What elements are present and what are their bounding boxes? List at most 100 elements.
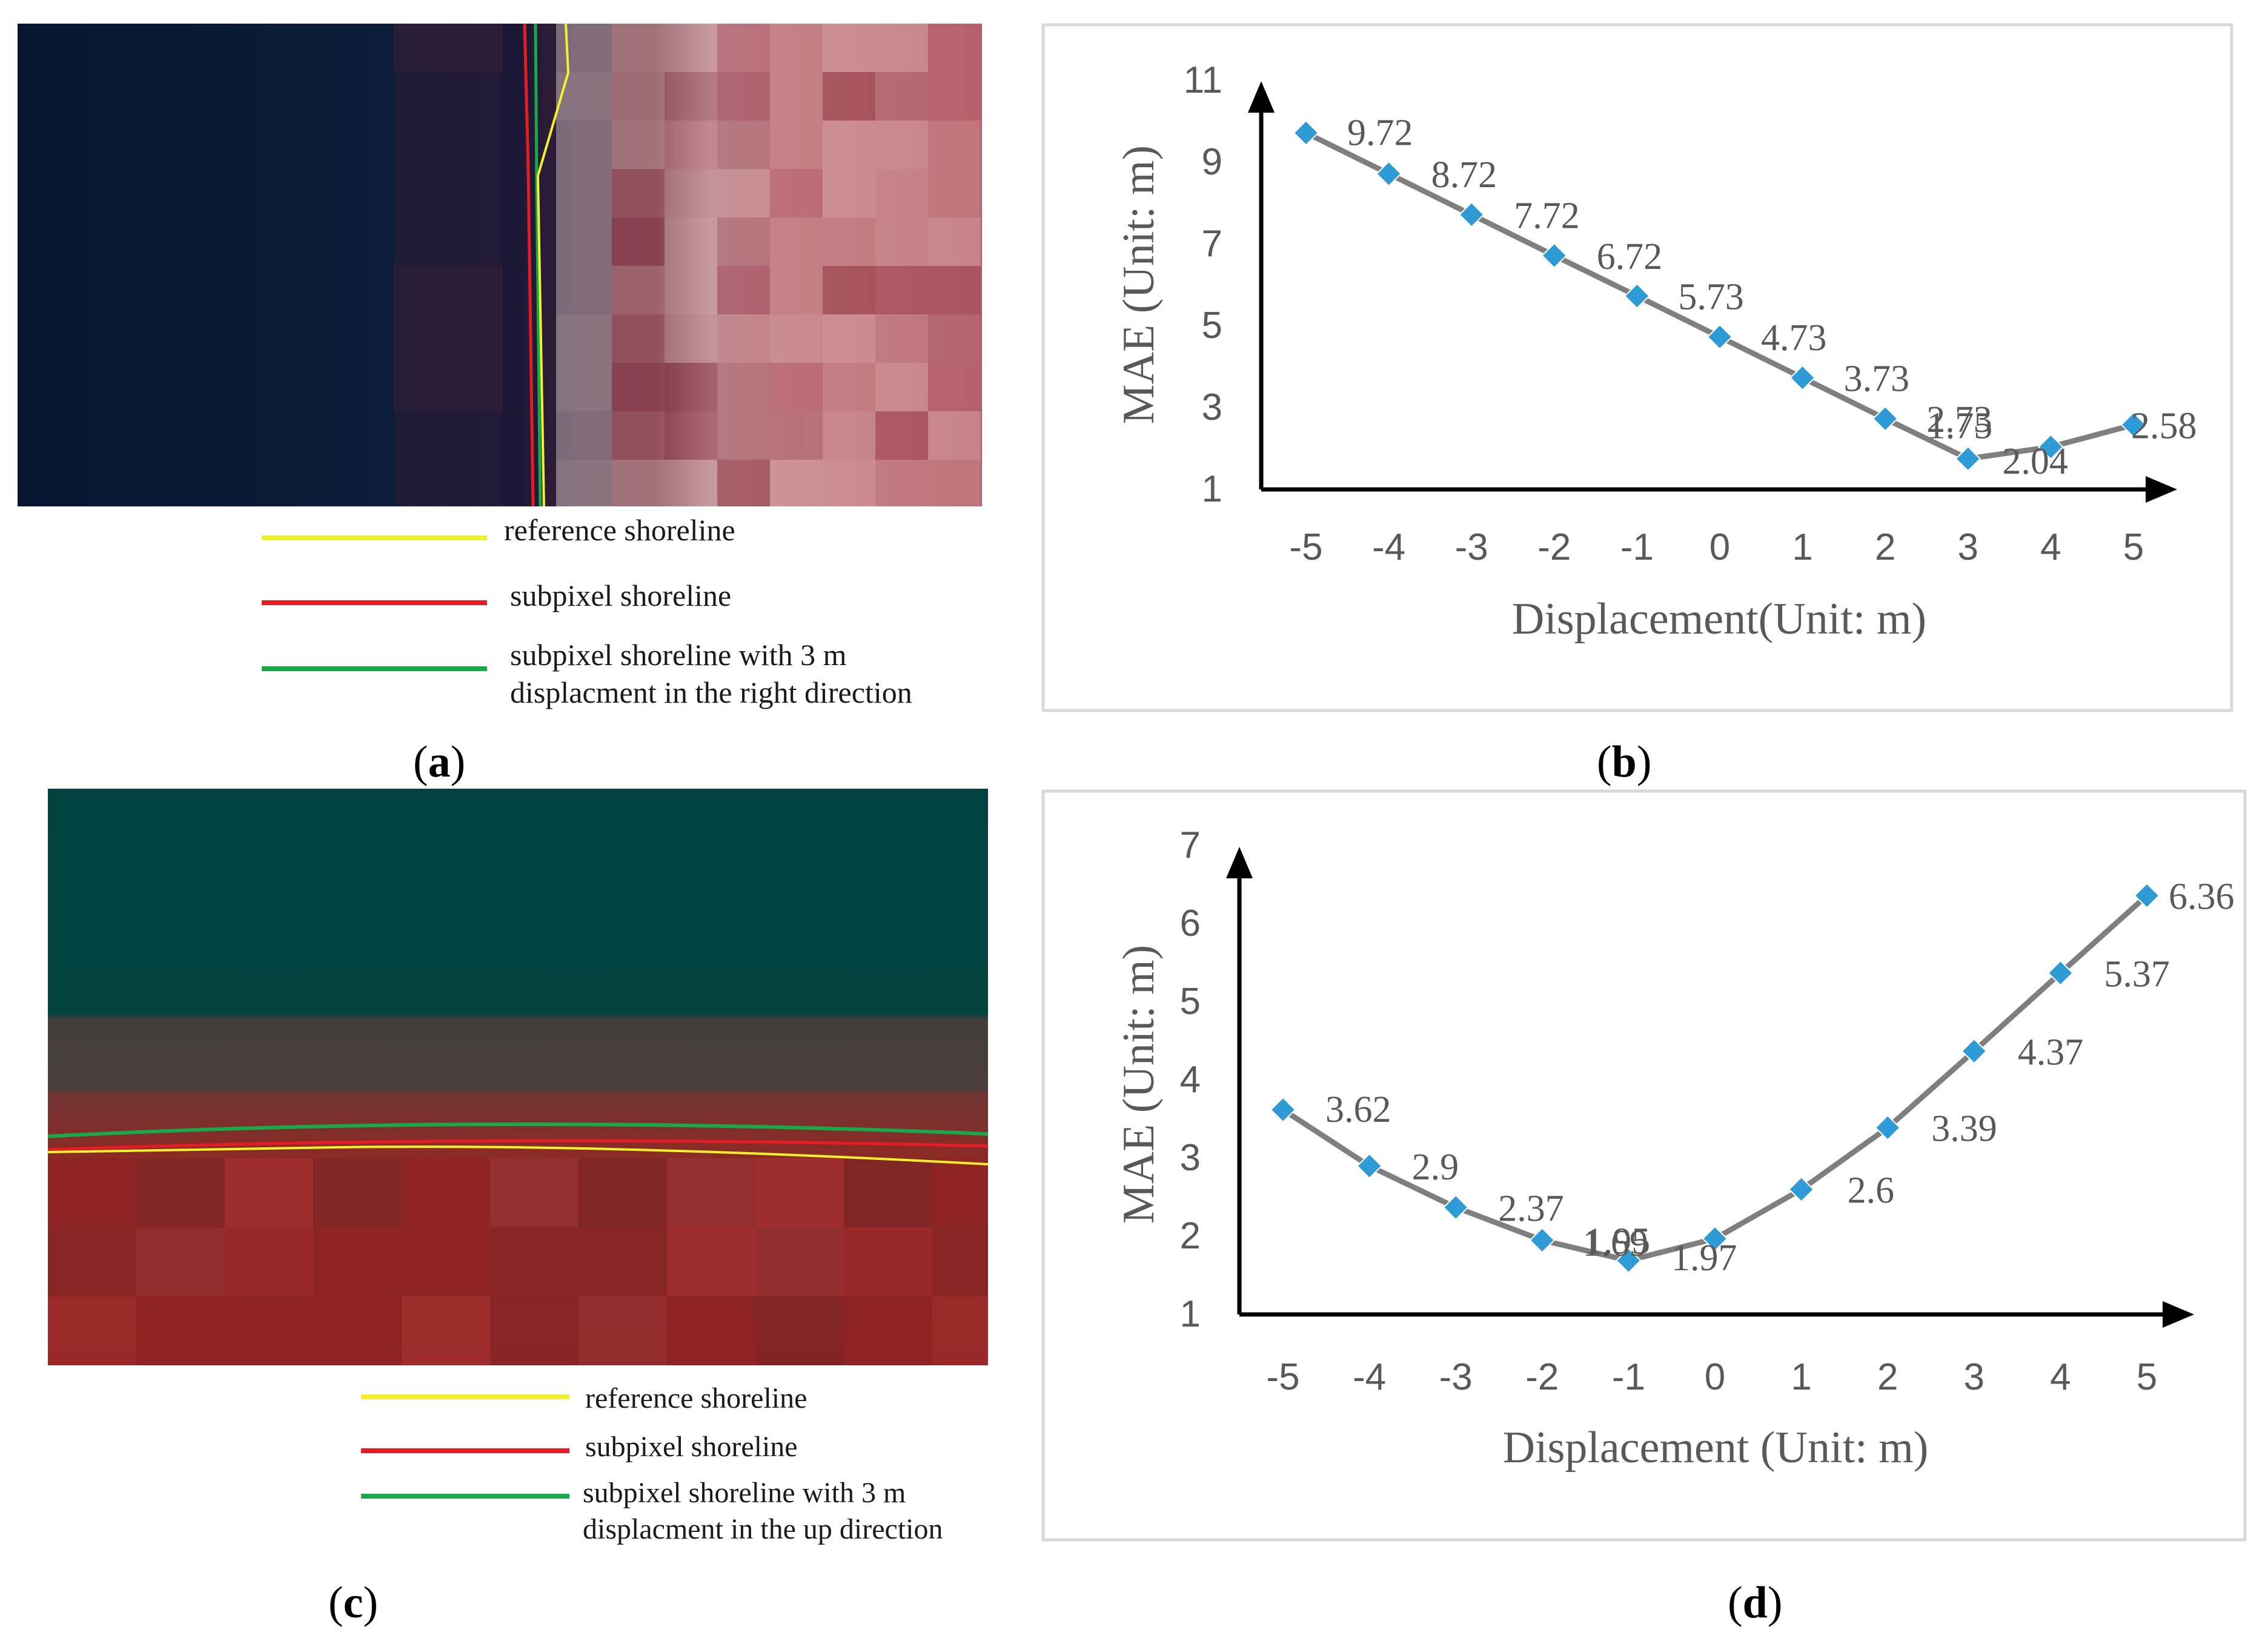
chartB-data-point xyxy=(1955,445,1981,472)
pixel-tile xyxy=(612,217,665,266)
pixel-tile xyxy=(928,169,981,217)
pixel-tile xyxy=(928,217,981,266)
pixel-tile xyxy=(932,1158,988,1227)
legend-c-displaced-label-line2: displacment in the up direction xyxy=(583,1513,943,1545)
pixel-tile xyxy=(932,1296,988,1365)
pixel-tile xyxy=(612,363,665,411)
chartB-y-tick-label: 7 xyxy=(1202,223,1222,265)
chartD-x-tick-label: 1 xyxy=(1791,1356,1811,1398)
chartB-x-tick-label: 0 xyxy=(1709,526,1730,568)
pixel-tile xyxy=(665,411,717,460)
pixel-tile xyxy=(579,1158,667,1227)
chartB-data-point xyxy=(1789,365,1816,391)
pixel-tile xyxy=(394,411,503,460)
caption-c-letter: c xyxy=(343,1578,363,1628)
legend-a-displaced-label-line1: subpixel shoreline with 3 m xyxy=(510,638,847,672)
pixel-tile xyxy=(136,1158,225,1227)
chartB-x-tick-label: -3 xyxy=(1455,526,1488,568)
pixel-tile xyxy=(875,72,928,121)
chartD-x-tick-label: -4 xyxy=(1353,1356,1386,1398)
pixel-tile xyxy=(402,1227,490,1296)
pixel-tile xyxy=(844,1158,932,1227)
pixel-tile xyxy=(667,1296,755,1365)
chartB-x-tick-label: 2 xyxy=(1875,526,1895,568)
pixel-tile xyxy=(717,460,770,506)
pixel-tile xyxy=(717,169,770,217)
pixel-tile xyxy=(612,121,665,169)
chartD-data-label: 4.37 xyxy=(2018,1032,2084,1073)
chartB-y-axis-title: MAE (Unit: m) xyxy=(1114,145,1164,424)
chartB-data-label: 8.72 xyxy=(1431,154,1497,196)
pixel-tile xyxy=(394,169,503,217)
chartD-data-point xyxy=(1788,1176,1815,1203)
pixel-tile xyxy=(402,1296,490,1365)
pixel-tile xyxy=(225,1158,313,1227)
pixel-tile xyxy=(875,411,928,460)
pixel-tile xyxy=(612,266,665,314)
pixel-tile xyxy=(579,1296,667,1365)
chartB-data-label: 1.75 xyxy=(1927,405,1993,446)
chartD-x-tick-label: 4 xyxy=(2050,1356,2071,1398)
panel-a-subpixel-shoreline xyxy=(523,23,535,507)
pixel-tile xyxy=(612,460,665,506)
panel-c-image xyxy=(47,789,989,1365)
pixel-tile xyxy=(717,121,770,169)
pixel-tile xyxy=(717,314,770,363)
pixel-tile xyxy=(556,169,612,217)
caption-d: (d) xyxy=(1728,1578,1782,1628)
pixel-tile xyxy=(136,1296,225,1365)
caption-b-letter: b xyxy=(1612,737,1637,787)
chartB-data-label: 6.72 xyxy=(1597,236,1663,277)
pixel-tile xyxy=(717,217,770,266)
chartB-y-tick-label: 11 xyxy=(1184,59,1222,101)
chartD-y-tick-label: 4 xyxy=(1180,1059,1201,1101)
chartD-y-axis-title: MAE (Unit: m) xyxy=(1114,945,1164,1224)
chartB-data-label: 4.73 xyxy=(1761,317,1827,359)
chartB-x-axis-arrow xyxy=(2146,476,2177,503)
svg-text:(a): (a) xyxy=(413,737,465,787)
chartB-data-label: 2.04 xyxy=(2002,441,2068,482)
svg-text:(b): (b) xyxy=(1597,737,1651,787)
chartB-x-tick-label: -1 xyxy=(1620,526,1654,568)
chart-d-frame xyxy=(1041,789,2247,1542)
pixel-tile xyxy=(556,460,612,506)
pixel-tile xyxy=(612,314,665,363)
pixel-tile xyxy=(770,363,823,411)
pixel-tile xyxy=(394,24,503,72)
chartB-data-label: 2.73 xyxy=(1926,399,1992,440)
chartD-data-point xyxy=(1356,1153,1383,1179)
chartB-x-tick-label: 1 xyxy=(1792,526,1812,568)
legend-a-subpixel-label: subpixel shoreline xyxy=(510,578,731,612)
chartD-x-axis-title: Displacement (Unit: m) xyxy=(1503,1423,1929,1473)
chartD-x-tick-label: -2 xyxy=(1525,1356,1559,1398)
pixel-tile xyxy=(717,24,770,72)
chartD-y-tick-label: 1 xyxy=(1180,1293,1201,1335)
pixel-tile xyxy=(394,363,503,411)
pixel-tile xyxy=(823,411,875,460)
pixel-tile xyxy=(717,72,770,121)
pixel-tile xyxy=(875,266,928,314)
chartD-data-label: 1.95 xyxy=(1585,1221,1651,1262)
chartB-y-tick-label: 3 xyxy=(1202,386,1222,428)
chartD-y-tick-label: 5 xyxy=(1180,981,1201,1022)
chartD-data-point xyxy=(2047,959,2074,986)
pixel-tile xyxy=(665,169,717,217)
chartB-x-tick-label: 5 xyxy=(2123,526,2144,568)
pixel-tile xyxy=(556,217,612,266)
pixel-tile xyxy=(823,460,875,506)
chartB-data-point xyxy=(1293,119,1319,146)
chartD-data-label: 1.97 xyxy=(1671,1238,1737,1279)
chartD-x-tick-label: -3 xyxy=(1439,1356,1473,1398)
chartD-data-label: 3.39 xyxy=(1931,1108,1997,1150)
chartB-y-axis-arrow xyxy=(1248,81,1275,113)
chartD-x-tick-label: 5 xyxy=(2137,1356,2157,1398)
pixel-tile xyxy=(665,217,717,266)
chartB-x-axis-title: Displacement(Unit: m) xyxy=(1512,594,1926,644)
pixel-tile xyxy=(394,266,503,314)
chartD-data-label: 2.6 xyxy=(1848,1170,1895,1211)
pixel-tile xyxy=(48,1227,136,1296)
pixel-tile xyxy=(823,314,875,363)
caption-d-letter: d xyxy=(1743,1578,1768,1628)
pixel-tile xyxy=(313,1296,402,1365)
